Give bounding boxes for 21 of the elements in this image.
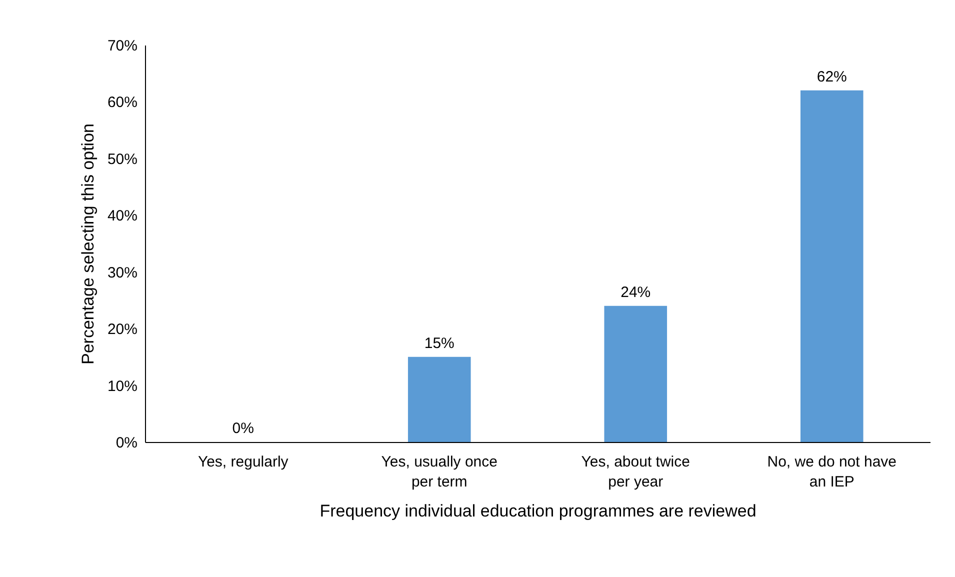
bar [800, 90, 864, 442]
y-tick-label: 0% [116, 434, 138, 452]
x-tick-label: Yes, regularly [198, 454, 289, 470]
y-tick-label: 40% [107, 208, 138, 225]
y-axis-title: Percentage selecting this option [78, 124, 98, 364]
x-tick-label: No, we do not have an IEP [767, 454, 897, 490]
y-tick-label: 70% [107, 38, 138, 54]
x-tick-label: Yes, about twice per year [581, 454, 690, 490]
data-label: 24% [620, 284, 651, 301]
y-tick-label: 20% [107, 321, 138, 338]
x-axis-title: Frequency individual education programmes are reviewed [320, 502, 756, 520]
data-label: 0% [232, 420, 254, 437]
y-tick-label: 30% [107, 264, 138, 282]
x-tick-label: Yes, usually once per term [381, 454, 498, 490]
data-label: 15% [424, 334, 454, 352]
y-tick-label: 10% [107, 378, 138, 395]
y-tick-label: 60% [107, 94, 138, 112]
bar [604, 306, 668, 442]
bar [408, 356, 471, 442]
y-tick-label: 50% [107, 150, 138, 168]
data-label: 62% [816, 68, 847, 86]
